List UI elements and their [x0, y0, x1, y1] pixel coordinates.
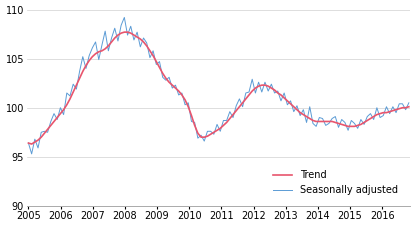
Trend: [29, 143, 34, 146]
Trend: [400, 106, 405, 109]
Seasonally adjusted: [26, 142, 31, 144]
Trend: [243, 98, 248, 100]
Legend: Trend, Seasonally adjusted: Trend, Seasonally adjusted: [269, 166, 402, 199]
Seasonally adjusted: [400, 102, 405, 105]
Trend: [406, 105, 411, 108]
Trend: [122, 31, 127, 34]
Seasonally adjusted: [109, 37, 114, 39]
Seasonally adjusted: [243, 92, 248, 94]
Line: Trend: Trend: [28, 32, 409, 144]
Seasonally adjusted: [406, 101, 411, 104]
Trend: [26, 142, 31, 144]
Trend: [333, 121, 338, 124]
Trend: [109, 41, 114, 43]
Seasonally adjusted: [29, 153, 34, 155]
Line: Seasonally adjusted: Seasonally adjusted: [28, 17, 409, 154]
Trend: [295, 108, 300, 111]
Seasonally adjusted: [122, 16, 127, 19]
Trend: [135, 36, 140, 38]
Seasonally adjusted: [135, 31, 140, 34]
Seasonally adjusted: [333, 115, 338, 118]
Seasonally adjusted: [295, 104, 300, 107]
